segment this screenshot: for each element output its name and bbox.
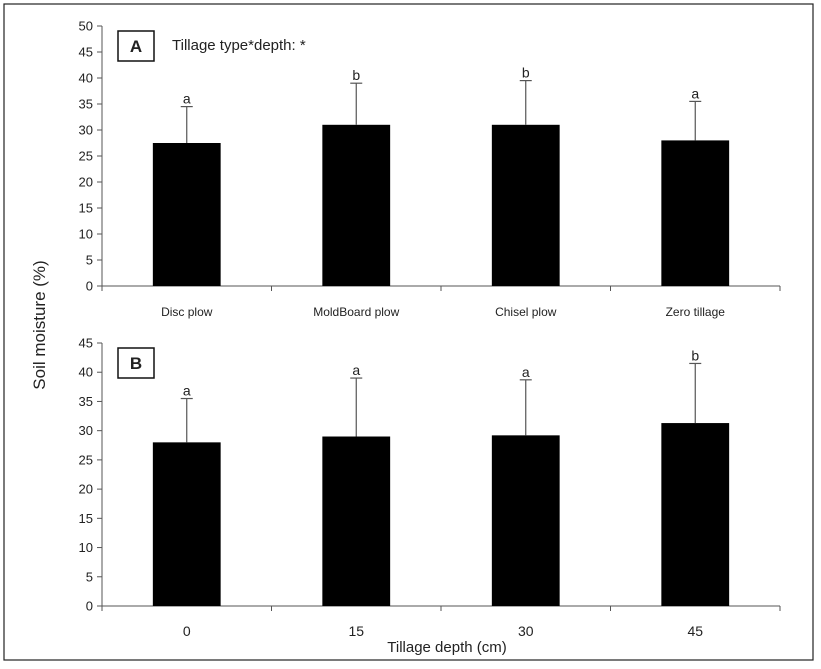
panel-a-y-tick-label: 20	[79, 175, 93, 190]
panel-b-y-tick-label: 25	[79, 452, 93, 467]
panel-a-y-tick-label: 30	[79, 123, 93, 138]
panel-a-chart: 0 5 10 15 20 25 30 35 40 45 50 a Disc plow b MoldBoard…	[79, 19, 781, 319]
panel-a-y-tick-label: 10	[79, 227, 93, 242]
panel-b-bar	[491, 435, 560, 606]
panel-a-y-tick-label: 0	[86, 279, 93, 294]
y-axis-label: Soil moisture (%)	[30, 260, 49, 389]
panel-b-y-tick-label: 30	[79, 423, 93, 438]
panel-a-y-tick-label: 50	[79, 19, 93, 34]
panel-b-x-tick-label: 0	[183, 623, 191, 639]
panel-b-significance-label: a	[522, 364, 530, 380]
panel-b-y-tick-label: 15	[79, 511, 93, 526]
panel-b-chart: 0 5 10 15 20 25 30 35 40 45 a 0 a 15 a 30 b 45 B	[79, 336, 781, 639]
panel-b-x-axis-label: Tillage depth (cm)	[387, 639, 507, 656]
panel-b-bar	[322, 436, 391, 606]
panel-a-y-tick-label: 15	[79, 201, 93, 216]
panel-a-label: A	[130, 37, 142, 56]
panel-b-significance-label: b	[691, 347, 699, 363]
panel-b-label: B	[130, 354, 142, 373]
panel-a-significance-label: a	[691, 85, 699, 101]
panel-a-significance-label: a	[183, 91, 191, 107]
panel-b-y-tick-label: 35	[79, 394, 93, 409]
panel-b-y-tick-label: 5	[86, 569, 93, 584]
panel-a-x-tick-label: Zero tillage	[666, 305, 726, 319]
panel-a-significance-label: b	[352, 67, 360, 83]
panel-a-label-box	[117, 30, 155, 62]
panel-b-y-tick-label: 40	[79, 365, 93, 380]
panel-b-x-tick-label: 30	[518, 623, 534, 639]
panel-a-y-tick-label: 40	[79, 71, 93, 86]
panel-b-significance-label: a	[183, 383, 191, 399]
panel-b-label-box	[117, 347, 155, 379]
panel-b-x-tick-label: 45	[687, 623, 703, 639]
panel-a-y-tick-label: 45	[79, 45, 93, 60]
panel-b-y-tick-label: 0	[86, 599, 93, 614]
panel-a-x-tick-label: Chisel plow	[495, 305, 557, 319]
panel-a-bar	[661, 140, 730, 286]
panel-b-bar	[661, 423, 730, 606]
panel-b-y-tick-label: 20	[79, 482, 93, 497]
panel-a-x-tick-label: MoldBoard plow	[313, 305, 399, 319]
panel-b-x-tick-label: 15	[348, 623, 364, 639]
panel-a-y-tick-label: 25	[79, 149, 93, 164]
panel-a-y-tick-label: 35	[79, 97, 93, 112]
panel-b-y-tick-label: 45	[79, 336, 93, 351]
panel-a-bar	[491, 124, 560, 286]
panel-b-y-tick-label: 10	[79, 540, 93, 555]
panel-a-significance-label: b	[522, 65, 530, 81]
panel-a-bar	[152, 143, 221, 286]
panel-a-x-tick-label: Disc plow	[161, 305, 213, 319]
panel-b-bar	[152, 442, 221, 606]
panel-b-significance-label: a	[352, 362, 360, 378]
panel-a-annotation: Tillage type*depth: *	[172, 37, 306, 54]
panel-a-bar	[322, 124, 391, 286]
panel-a-y-tick-label: 5	[86, 253, 93, 268]
